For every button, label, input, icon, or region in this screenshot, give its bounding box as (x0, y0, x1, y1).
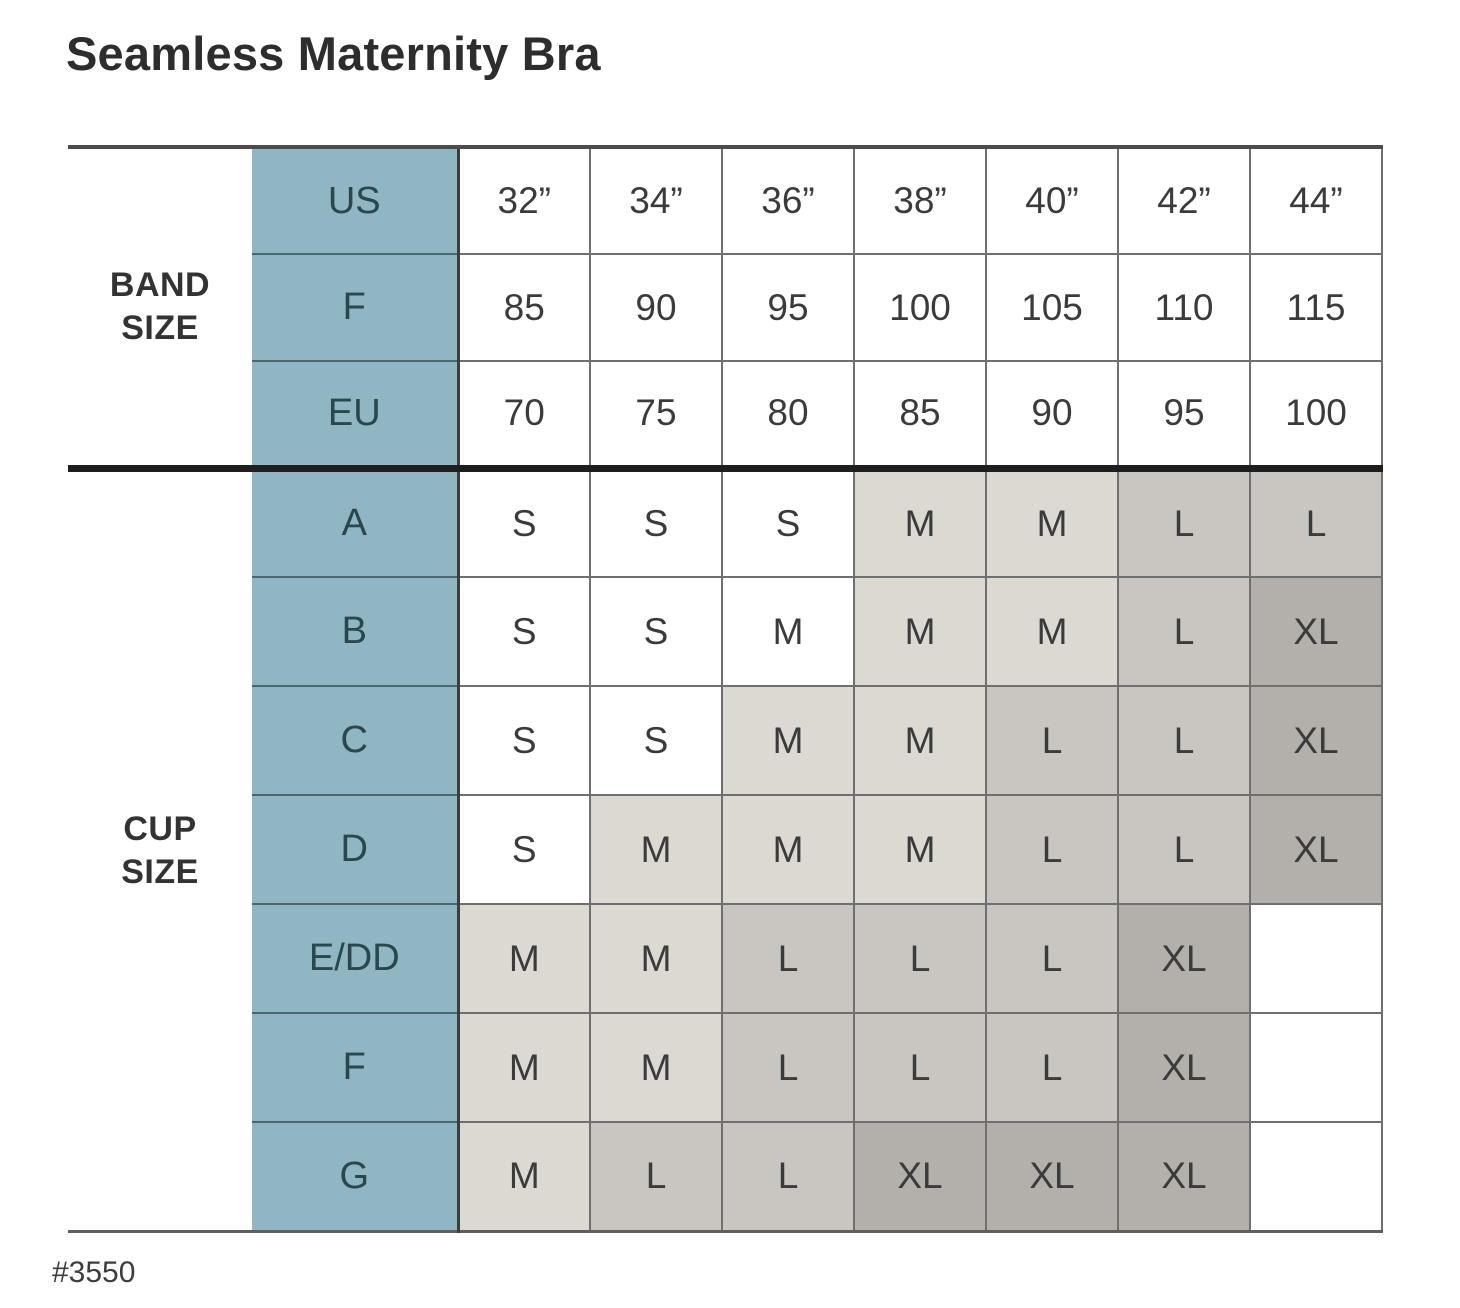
row-header-a: A (252, 464, 460, 578)
size-cell: M (985, 576, 1119, 687)
band-value-cell: 85 (853, 360, 987, 469)
band-value-cell: 80 (721, 360, 855, 469)
row-header-f: F (252, 1012, 460, 1123)
size-cell: L (853, 1012, 987, 1123)
product-code: #3550 (52, 1256, 136, 1289)
size-cell: L (721, 1121, 855, 1232)
size-cell: L (985, 903, 1119, 1014)
band-value-cell: 75 (589, 360, 723, 469)
size-cell: M (985, 464, 1119, 578)
size-cell: L (589, 1121, 723, 1232)
band-value-cell: 100 (1249, 360, 1383, 469)
size-cell: L (1117, 464, 1251, 578)
band-value-cell: 70 (457, 360, 591, 469)
size-cell: XL (1117, 1012, 1251, 1123)
band-value-cell: 110 (1117, 253, 1251, 362)
size-cell: S (457, 464, 591, 578)
row-header-us: US (252, 146, 460, 255)
size-cell: XL (1117, 1121, 1251, 1232)
size-cell: M (457, 1012, 591, 1123)
size-cell: M (457, 903, 591, 1014)
size-cell: L (1249, 464, 1383, 578)
size-cell: XL (1249, 794, 1383, 905)
size-cell: M (589, 794, 723, 905)
size-cell: M (853, 794, 987, 905)
band-size-label: BAND SIZE (68, 147, 252, 468)
size-cell: M (721, 685, 855, 796)
size-chart-table: BAND SIZE US 32” 34” 36” 38” 40” 42” 44” F 85 90 95 1… (68, 145, 1383, 1233)
size-cell: XL (985, 1121, 1119, 1232)
size-cell: L (721, 1012, 855, 1123)
empty-size-cell (1249, 1121, 1383, 1232)
page-title: Seamless Maternity Bra (66, 27, 601, 80)
size-cell: M (457, 1121, 591, 1232)
band-value-cell: 100 (853, 253, 987, 362)
size-chart-body: BAND SIZE US 32” 34” 36” 38” 40” 42” 44” F 85 90 95 1… (68, 146, 1383, 1232)
size-cell: M (589, 1012, 723, 1123)
cup-row-e-dd: E/DD M M L L L XL (68, 903, 1383, 1014)
band-value-cell: 85 (457, 253, 591, 362)
size-cell: XL (1117, 903, 1251, 1014)
band-value-cell: 36” (721, 146, 855, 255)
band-row-eu: EU 70 75 80 85 90 95 100 (68, 360, 1383, 469)
empty-size-cell (1249, 903, 1383, 1014)
size-cell: XL (1249, 576, 1383, 687)
band-value-cell: 38” (853, 146, 987, 255)
cup-row-f: F M M L L L XL (68, 1012, 1383, 1123)
band-value-cell: 44” (1249, 146, 1383, 255)
band-value-cell: 95 (721, 253, 855, 362)
size-cell: S (721, 464, 855, 578)
band-value-cell: 32” (457, 146, 591, 255)
size-cell: M (853, 464, 987, 578)
row-header-c: C (252, 685, 460, 796)
band-row-us: BAND SIZE US 32” 34” 36” 38” 40” 42” 44” (68, 146, 1383, 468)
cup-size-label: CUP SIZE (68, 464, 252, 1231)
band-value-cell: 40” (985, 146, 1119, 255)
row-header-b: B (252, 576, 460, 687)
size-cell: M (853, 685, 987, 796)
size-cell: S (589, 464, 723, 578)
band-value-cell: 90 (985, 360, 1119, 469)
cup-row-a: CUP SIZE A S S S M M L L (68, 464, 1383, 1231)
size-cell: XL (853, 1121, 987, 1232)
size-cell: L (985, 794, 1119, 905)
row-header-e-dd: E/DD (252, 903, 460, 1014)
size-cell: M (589, 903, 723, 1014)
size-cell: L (985, 1012, 1119, 1123)
size-cell: S (589, 576, 723, 687)
cup-row-g: G M L L XL XL XL (68, 1121, 1383, 1232)
row-header-eu: EU (252, 360, 460, 469)
size-cell: S (589, 685, 723, 796)
size-cell: L (1117, 794, 1251, 905)
size-cell: L (853, 903, 987, 1014)
size-cell: S (457, 576, 591, 687)
row-header-d: D (252, 794, 460, 905)
size-cell: L (1117, 685, 1251, 796)
empty-size-cell (1249, 1012, 1383, 1123)
band-value-cell: 105 (985, 253, 1119, 362)
size-cell: M (853, 576, 987, 687)
size-cell: S (457, 794, 591, 905)
band-value-cell: 115 (1249, 253, 1383, 362)
band-row-f: F 85 90 95 100 105 110 115 (68, 253, 1383, 362)
size-cell: L (1117, 576, 1251, 687)
size-cell: XL (1249, 685, 1383, 796)
size-cell: M (721, 794, 855, 905)
row-header-g: G (252, 1121, 460, 1232)
band-value-cell: 90 (589, 253, 723, 362)
band-value-cell: 42” (1117, 146, 1251, 255)
band-value-cell: 34” (589, 146, 723, 255)
size-cell: L (985, 685, 1119, 796)
cup-row-d: D S M M M L L XL (68, 794, 1383, 905)
size-cell: S (457, 685, 591, 796)
size-cell: L (721, 903, 855, 1014)
cup-row-c: C S S M M L L XL (68, 685, 1383, 796)
size-cell: M (721, 576, 855, 687)
cup-row-b: B S S M M M L XL (68, 576, 1383, 687)
band-value-cell: 95 (1117, 360, 1251, 469)
row-header-f: F (252, 253, 460, 362)
